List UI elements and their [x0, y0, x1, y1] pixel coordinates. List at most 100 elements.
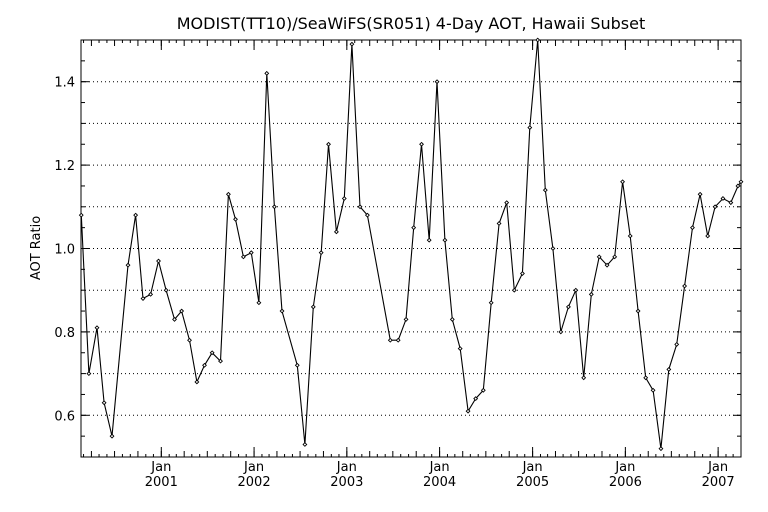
- x-tick-year: 2005: [516, 475, 549, 490]
- data-point: [581, 375, 587, 381]
- data-point: [504, 200, 510, 206]
- data-point: [650, 387, 656, 393]
- data-point: [449, 316, 455, 322]
- data-point: [302, 442, 308, 447]
- x-tick-month: Jan: [150, 460, 171, 475]
- x-tick-year: 2004: [423, 475, 456, 490]
- data-point: [473, 396, 479, 402]
- data-point: [349, 41, 355, 47]
- data-point: [738, 179, 744, 185]
- data-point: [604, 262, 610, 268]
- x-tick-month: Jan: [429, 460, 450, 475]
- data-point: [542, 187, 548, 193]
- y-axis-label: AOT Ratio: [29, 216, 44, 280]
- data-point: [218, 358, 223, 364]
- data-point: [658, 446, 664, 452]
- data-point: [403, 316, 409, 322]
- data-point: [527, 125, 533, 131]
- data-point: [326, 141, 331, 147]
- data-point: [643, 375, 649, 381]
- series: [78, 37, 744, 452]
- data-point: [279, 308, 285, 314]
- data-point: [690, 225, 695, 231]
- data-point: [86, 371, 92, 377]
- data-point: [395, 337, 401, 343]
- data-point: [240, 254, 246, 260]
- data-point: [294, 362, 300, 368]
- data-point: [620, 179, 626, 185]
- data-point: [133, 212, 139, 218]
- x-tick-month: Jan: [336, 460, 357, 475]
- grid-lines: [81, 81, 741, 416]
- x-tick-year: 2001: [145, 475, 178, 490]
- data-point: [318, 250, 324, 256]
- data-point: [264, 70, 270, 76]
- data-point: [588, 291, 594, 297]
- data-point: [426, 237, 432, 243]
- chart-title: MODIST(TT10)/SeaWiFS(SR051) 4-Day AOT, H…: [177, 14, 646, 33]
- x-tick-month: Jan: [614, 460, 635, 475]
- x-tick-month: Jan: [707, 460, 728, 475]
- data-point: [125, 262, 131, 268]
- data-point: [635, 308, 641, 314]
- y-tick-label: 1.2: [54, 159, 75, 174]
- data-point: [233, 216, 238, 222]
- data-point: [109, 433, 115, 439]
- y-tick-label: 1.0: [54, 243, 75, 258]
- y-tick-label: 0.8: [54, 326, 75, 341]
- data-point: [94, 325, 100, 331]
- x-axis-ticks: Jan2001Jan2002Jan2003Jan2004Jan2005Jan20…: [83, 40, 742, 490]
- data-point: [172, 316, 177, 322]
- data-point: [225, 191, 231, 197]
- data-point: [310, 304, 316, 310]
- data-point: [596, 254, 602, 260]
- series-line: [81, 40, 741, 449]
- x-tick-year: 2003: [330, 475, 363, 490]
- x-tick-month: Jan: [522, 460, 543, 475]
- data-point: [627, 233, 633, 239]
- data-point: [194, 379, 200, 385]
- data-point: [163, 287, 169, 293]
- data-point: [457, 346, 463, 352]
- x-tick-month: Jan: [243, 460, 264, 475]
- data-point: [101, 400, 107, 406]
- data-point: [674, 341, 680, 347]
- x-tick-year: 2006: [609, 475, 642, 490]
- data-point: [256, 300, 262, 306]
- data-point: [434, 79, 440, 85]
- data-point: [140, 296, 146, 301]
- data-point: [271, 204, 277, 210]
- data-point: [682, 283, 688, 289]
- data-point: [333, 229, 339, 235]
- data-point: [248, 250, 254, 256]
- data-point: [712, 204, 718, 210]
- data-point: [442, 237, 448, 243]
- data-point: [488, 300, 494, 306]
- data-point: [720, 196, 726, 201]
- data-point: [496, 221, 502, 226]
- data-point: [419, 141, 424, 147]
- data-point: [550, 246, 556, 251]
- data-point: [156, 258, 161, 264]
- y-axis-ticks: 0.6 0.8 1.0 1.2 1.4: [54, 39, 741, 458]
- data-point: [364, 212, 370, 218]
- y-tick-label: 1.4: [54, 76, 75, 91]
- data-point: [558, 329, 564, 335]
- data-point: [357, 204, 363, 210]
- data-point: [511, 287, 517, 293]
- data-point: [697, 191, 703, 197]
- plot-frame: [80, 39, 742, 458]
- data-point: [612, 254, 618, 260]
- data-point: [573, 287, 579, 293]
- data-point: [728, 200, 734, 206]
- x-tick-year: 2007: [702, 475, 735, 490]
- y-tick-label: 0.6: [54, 409, 75, 424]
- data-point: [387, 337, 393, 343]
- data-point: [179, 308, 185, 314]
- data-point: [735, 183, 741, 189]
- data-point: [705, 233, 711, 239]
- data-point: [666, 366, 672, 372]
- data-point: [187, 337, 192, 343]
- data-point: [209, 350, 215, 356]
